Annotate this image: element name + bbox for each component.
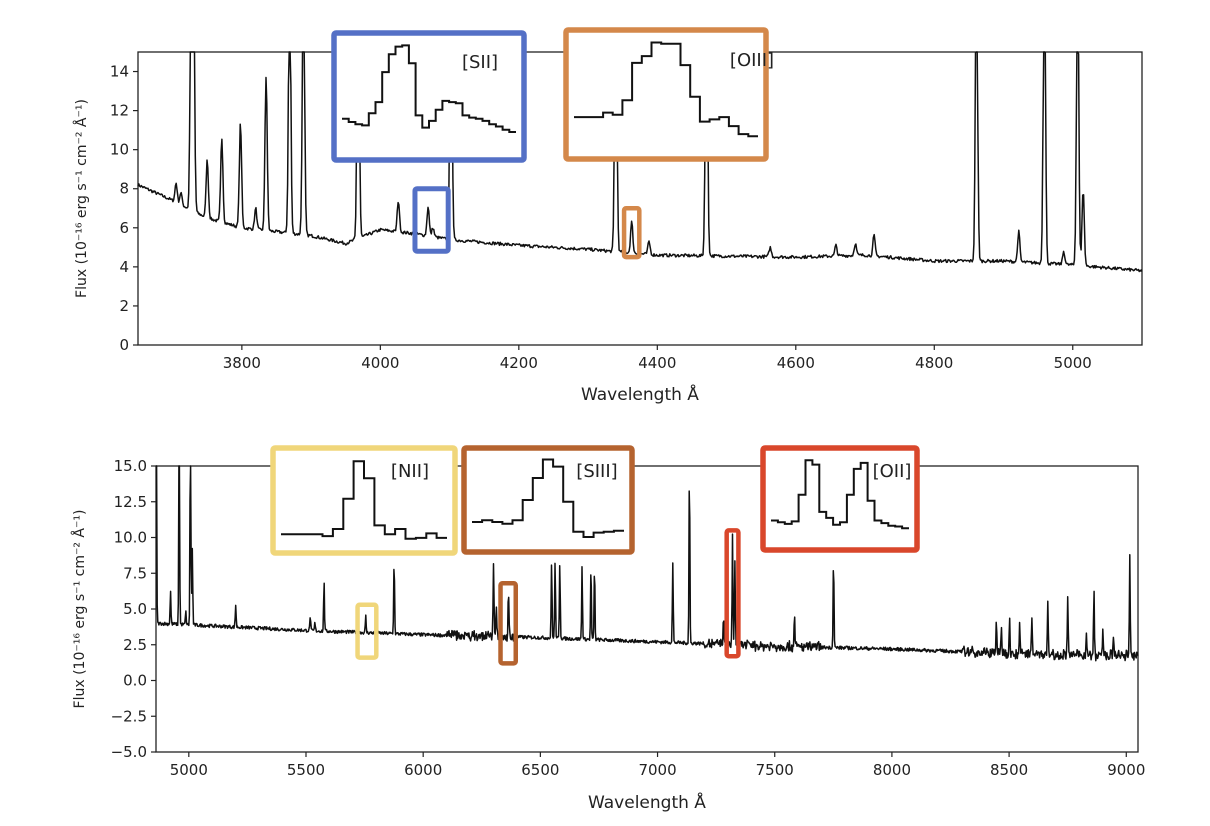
bottom-y-axis-label: Flux (10⁻¹⁶ erg s⁻¹ cm⁻² Å⁻¹) <box>71 510 88 709</box>
x-tick-label: 6000 <box>404 761 442 779</box>
inset-frame <box>331 30 527 163</box>
inset-oii: [OII] <box>760 445 920 553</box>
top-highlights <box>412 186 642 260</box>
inset-frame <box>760 445 920 553</box>
x-tick-label: 9000 <box>1107 761 1145 779</box>
y-tick-label: 14 <box>110 63 129 81</box>
y-tick-label: 0.0 <box>123 672 147 690</box>
y-tick-label: −5.0 <box>111 743 147 761</box>
y-tick-label: 6 <box>119 219 129 237</box>
bottom-x-axis-label: Wavelength Å <box>588 791 706 813</box>
inset-label: [OIII] <box>730 50 774 71</box>
x-tick-label: 7000 <box>638 761 676 779</box>
inset-oiii: [OIII] <box>563 27 774 162</box>
x-tick-label: 8000 <box>873 761 911 779</box>
y-tick-label: 12 <box>110 102 129 120</box>
x-tick-label: 4200 <box>500 354 538 372</box>
top-x-axis-label: Wavelength Å <box>581 383 699 405</box>
y-tick-label: 10 <box>110 141 129 159</box>
y-tick-label: 2 <box>119 297 129 315</box>
x-tick-label: 4400 <box>638 354 676 372</box>
top-x-ticks: 3800 4000 4200 4400 4600 4800 5000 <box>223 345 1092 372</box>
bottom-y-ticks: −5.0 −2.5 0.0 2.5 5.0 7.5 10.0 12.5 15.0 <box>111 457 156 761</box>
inset-frame <box>461 445 635 555</box>
top-y-axis-label: Flux (10⁻¹⁶ erg s⁻¹ cm⁻² Å⁻¹) <box>73 99 90 298</box>
y-tick-label: 4 <box>119 258 129 276</box>
highlight-box-siii <box>498 581 519 666</box>
inset-label: [OII] <box>873 461 912 482</box>
inset-siii: [SIII] <box>461 445 635 555</box>
x-tick-label: 4800 <box>915 354 953 372</box>
inset-label: [SIII] <box>576 461 617 482</box>
bottom-spectrum-plot <box>155 465 1139 662</box>
x-tick-label: 5500 <box>287 761 325 779</box>
x-tick-label: 3800 <box>223 354 261 372</box>
top-y-ticks: 0 2 4 6 8 10 12 14 <box>110 63 138 354</box>
y-tick-label: 7.5 <box>123 564 147 582</box>
y-tick-label: −2.5 <box>111 707 147 725</box>
inset-profile-line <box>281 460 447 540</box>
x-tick-label: 8500 <box>990 761 1028 779</box>
x-tick-label: 5000 <box>1054 354 1092 372</box>
inset-profile-line <box>771 459 909 530</box>
top-spectrum-panel: 3800 4000 4200 4400 4600 4800 5000 0 2 4 6 8 10 12 14… <box>73 51 1143 405</box>
y-tick-label: 15.0 <box>114 457 147 475</box>
x-tick-label: 4000 <box>361 354 399 372</box>
inset-label: [SII] <box>462 52 498 73</box>
bottom-x-ticks: 5000 5500 6000 6500 7000 7500 8000 8500 9000 <box>170 752 1145 779</box>
y-tick-label: 2.5 <box>123 636 147 654</box>
inset-profile-line <box>472 458 624 538</box>
x-tick-label: 4600 <box>777 354 815 372</box>
inset-frame <box>563 27 769 162</box>
inset-frame <box>270 445 458 556</box>
inset-zooms: [SII] [OIII] [NII] [SIII] [OII] <box>270 27 920 556</box>
bottom-spectrum-panel: 5000 5500 6000 6500 7000 7500 8000 8500 9000 −5.… <box>71 457 1145 813</box>
inset-label: [NII] <box>391 461 429 482</box>
highlight-box-nii <box>355 602 379 660</box>
x-tick-label: 6500 <box>521 761 559 779</box>
highlight-box-oii <box>724 528 741 659</box>
y-tick-label: 0 <box>119 336 129 354</box>
y-tick-label: 8 <box>119 180 129 198</box>
inset-sii: [SII] <box>331 30 527 163</box>
inset-nii: [NII] <box>270 445 458 556</box>
inset-profile-line <box>574 41 758 138</box>
inset-profile-line <box>342 44 516 133</box>
x-tick-label: 5000 <box>170 761 208 779</box>
y-tick-label: 10.0 <box>114 529 147 547</box>
highlight-box-sii <box>412 186 451 254</box>
x-tick-label: 7500 <box>756 761 794 779</box>
y-tick-label: 12.5 <box>114 493 147 511</box>
spectrum-line <box>155 465 1139 662</box>
bottom-highlights <box>355 528 741 666</box>
y-tick-label: 5.0 <box>123 600 147 618</box>
highlight-box-oiii <box>621 206 642 260</box>
